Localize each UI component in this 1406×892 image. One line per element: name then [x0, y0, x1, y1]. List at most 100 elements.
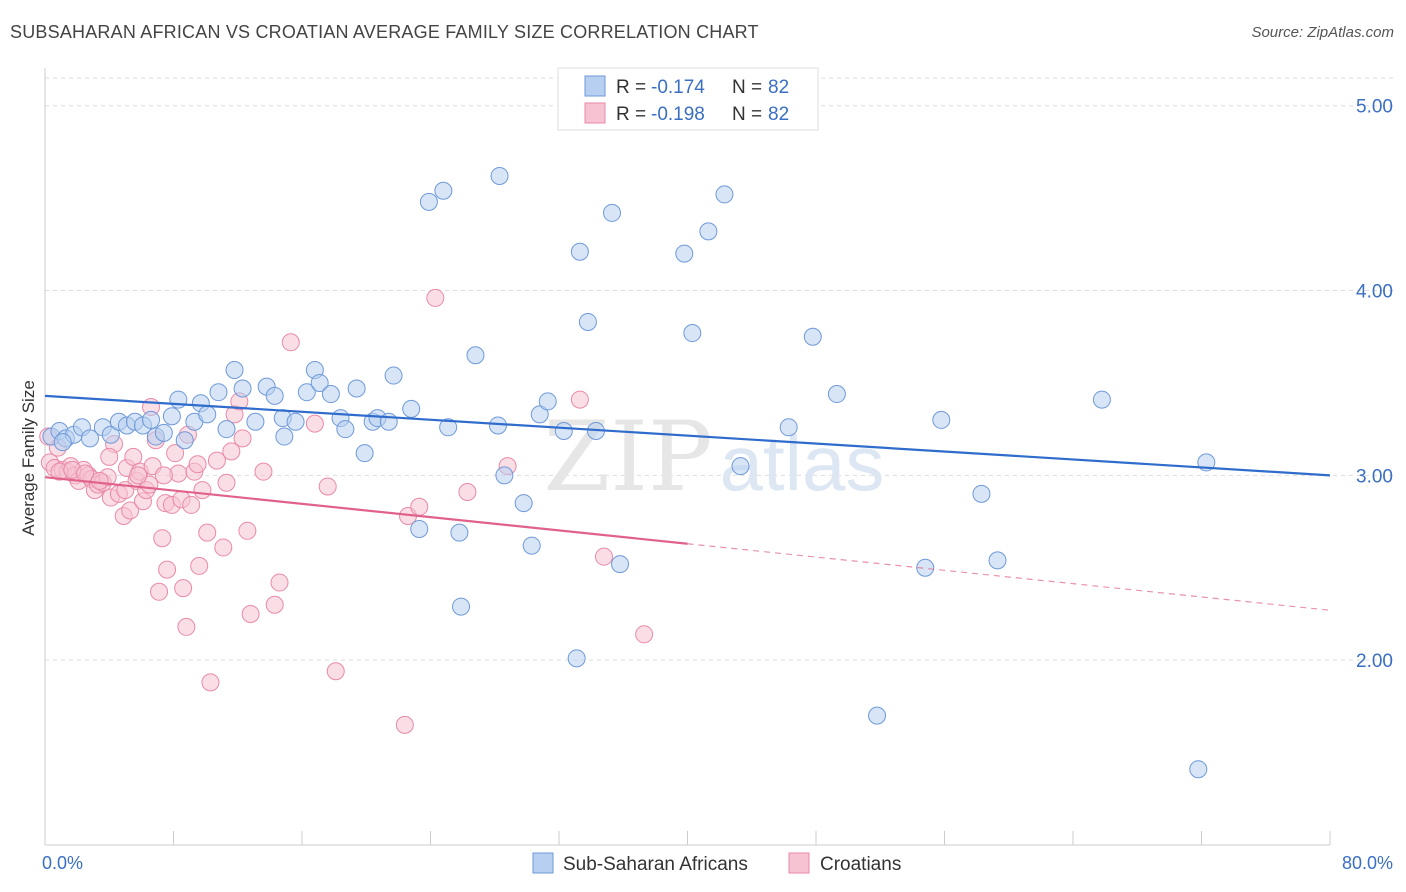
croatian-point	[594, 547, 613, 566]
sub-saharan-point	[450, 523, 469, 542]
watermark: ZIP atlas	[543, 401, 884, 513]
legend-r-value-1: -0.174	[651, 77, 705, 98]
sub-saharan-point	[972, 484, 991, 503]
sub-saharan-point	[384, 366, 403, 385]
sub-saharan-point	[1092, 390, 1111, 409]
sub-saharan-point	[538, 392, 557, 411]
x-tick-label-max: 80.0%	[1342, 853, 1393, 873]
sub-saharan-point	[530, 405, 549, 424]
sub-saharan-point	[490, 166, 509, 185]
sub-saharan-point	[731, 457, 750, 476]
legend-bottom-swatch-blue	[532, 852, 554, 874]
legend-n-label-2: N =	[732, 104, 762, 125]
croatian-point	[182, 495, 201, 514]
legend-bottom: Sub-Saharan Africans Croatians	[532, 852, 901, 875]
croatian-point	[214, 538, 233, 557]
sub-saharan-point	[402, 399, 421, 418]
sub-saharan-point	[175, 431, 194, 450]
source-label: Source: ZipAtlas.com	[1251, 24, 1394, 41]
sub-saharan-point	[988, 551, 1007, 570]
croatian-point	[222, 442, 241, 461]
watermark-zip: ZIP	[543, 401, 712, 513]
legend-r-label-2: R =	[616, 104, 646, 125]
sub-saharan-point	[803, 327, 822, 346]
sub-saharan-point	[514, 494, 533, 513]
sub-saharan-point	[570, 242, 589, 261]
croatian-point	[410, 497, 429, 516]
sub-saharan-point	[310, 373, 329, 392]
croatian-point	[129, 466, 148, 485]
sub-saharan-point	[522, 536, 541, 555]
croatian-point	[395, 715, 414, 734]
legend-swatch-pink	[584, 102, 606, 124]
croatian-point	[281, 333, 300, 352]
croatian-point	[458, 482, 477, 501]
legend-n-value-2: 82	[768, 104, 789, 125]
sub-saharan-point	[868, 706, 887, 725]
croatian-point	[254, 462, 273, 481]
y-axis-label: Average Family Size	[19, 380, 38, 536]
croatian-point	[158, 560, 177, 579]
trend-line-croatian-extension	[687, 543, 1331, 611]
chart-title: SUBSAHARAN AFRICAN VS CROATIAN AVERAGE F…	[10, 22, 759, 42]
sub-saharan-point	[554, 422, 573, 441]
sub-saharan-point	[578, 312, 597, 331]
sub-saharan-point	[683, 324, 702, 343]
croatian-point	[207, 451, 226, 470]
trend-line-sub-saharan	[44, 394, 1331, 477]
sub-saharan-point	[715, 185, 734, 204]
sub-saharan-point	[452, 597, 471, 616]
sub-saharan-point	[198, 405, 217, 424]
legend-r-value-2: -0.198	[651, 104, 705, 125]
x-tick-label-min: 0.0%	[42, 853, 83, 873]
croatian-point	[241, 604, 260, 623]
legend-r-label-1: R =	[616, 77, 646, 98]
sub-saharan-point	[321, 385, 340, 404]
croatian-point	[217, 473, 236, 492]
sub-saharan-point	[466, 346, 485, 365]
croatian-point	[635, 625, 654, 644]
sub-saharan-point	[246, 412, 265, 431]
sub-saharan-point	[101, 425, 120, 444]
legend-swatch-blue	[584, 75, 606, 97]
croatian-point	[166, 444, 185, 463]
legend-n-value-1: 82	[768, 77, 789, 98]
croatian-point	[100, 447, 119, 466]
sub-saharan-point	[217, 420, 236, 439]
croatian-point	[177, 617, 196, 636]
croatian-point	[153, 529, 172, 548]
sub-saharan-point	[1189, 760, 1208, 779]
sub-saharan-point	[410, 519, 429, 538]
sub-saharan-point	[80, 429, 99, 448]
sub-saharan-point	[53, 433, 72, 452]
trend-line-croatian	[44, 476, 688, 545]
sub-saharan-point	[225, 361, 244, 380]
croatian-point	[238, 521, 257, 540]
croatian-point	[150, 582, 169, 601]
sub-saharan-point	[297, 383, 316, 402]
y-tick-label: 2.00	[1356, 651, 1393, 672]
croatian-point	[198, 523, 217, 542]
gridlines: 2.00 3.00 4.00 5.00	[45, 77, 1395, 672]
sub-saharan-point	[286, 412, 305, 431]
croatian-point	[570, 390, 589, 409]
croatian-point	[174, 579, 193, 598]
croatian-point	[188, 455, 207, 474]
croatian-point	[265, 595, 284, 614]
y-tick-label: 3.00	[1356, 466, 1393, 487]
sub-saharan-point	[355, 444, 374, 463]
croatian-point	[426, 288, 445, 307]
sub-saharan-point	[154, 423, 173, 442]
legend-n-label-1: N =	[732, 77, 762, 98]
sub-saharan-point	[675, 244, 694, 263]
sub-saharan-point	[439, 418, 458, 437]
trend-lines	[44, 394, 1331, 611]
legend-bottom-swatch-pink	[788, 852, 810, 874]
sub-saharan-point	[275, 427, 294, 446]
croatian-point	[318, 477, 337, 496]
sub-saharan-point	[495, 466, 514, 485]
sub-saharan-point	[233, 379, 252, 398]
sub-saharan-point	[488, 416, 507, 435]
sub-saharan-point	[419, 192, 438, 211]
sub-saharan-point	[142, 410, 161, 429]
